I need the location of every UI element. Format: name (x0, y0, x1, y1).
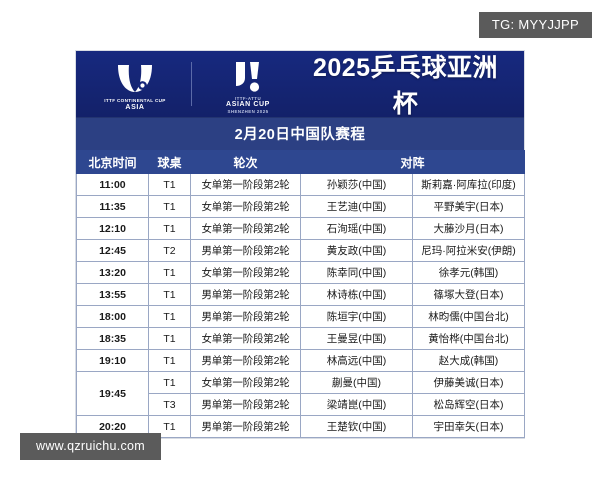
logo-divider (191, 62, 192, 106)
cell-table: T1 (148, 349, 191, 372)
cell-round: 女单第一阶段第2轮 (190, 217, 301, 240)
cell-round: 男单第一阶段第2轮 (190, 283, 301, 306)
column-header-table: 球桌 (148, 150, 191, 174)
cell-round: 男单第一阶段第2轮 (190, 393, 301, 416)
cell-time: 12:10 (76, 217, 149, 240)
cell-round: 女单第一阶段第2轮 (190, 261, 301, 284)
table-row: 12:10 T1 女单第一阶段第2轮 石洵瑶(中国) 大藤沙月(日本) (76, 217, 526, 240)
schedule-poster: ITTF CONTINENTAL CUP ASIA ITTF-ATTU ASIA… (76, 51, 526, 438)
cell-player-home: 陈垣宇(中国) (300, 305, 413, 328)
logo-left-line2: ASIA (125, 103, 145, 111)
cell-round: 女单第一阶段第2轮 (190, 327, 301, 350)
poster-subtitle: 2月20日中国队赛程 (76, 117, 524, 150)
cell-player-away: 黄怡桦(中国台北) (411, 327, 526, 350)
table-row: 11:35 T1 女单第一阶段第2轮 王艺迪(中国) 平野美宇(日本) (76, 195, 526, 218)
cell-player-home: 王艺迪(中国) (300, 195, 413, 218)
cell-table: T2 (148, 239, 191, 262)
cell-round: 女单第一阶段第2轮 (190, 371, 301, 394)
logo-right-line3: SHENZHEN 2025 (227, 109, 269, 115)
cell-table: T3 (148, 393, 191, 416)
table-header-row: 北京时间 球桌 轮次 对阵 (76, 150, 526, 174)
cell-player-home: 黄友政(中国) (300, 239, 413, 262)
cell-player-away: 平野美宇(日本) (411, 195, 526, 218)
table-row: 18:35 T1 女单第一阶段第2轮 王曼昱(中国) 黄怡桦(中国台北) (76, 327, 526, 350)
cell-player-home: 蒯曼(中国) (300, 371, 413, 394)
logo-ittf-attu-asian-cup: ITTF-ATTU ASIAN CUP SHENZHEN 2025 (195, 54, 301, 114)
cell-round: 女单第一阶段第2轮 (190, 195, 301, 218)
ittf-continental-cup-crescent-icon (114, 56, 156, 96)
column-header-time: 北京时间 (76, 150, 149, 174)
logo-right-line1: ITTF-ATTU (234, 95, 262, 101)
schedule-table: 北京时间 球桌 轮次 对阵 11:00 T1 女单第一阶段第2轮 孙颖莎(中国) 斯莉嘉… (76, 150, 526, 438)
cell-table: T1 (148, 283, 191, 306)
table-row: 18:00 T1 男单第一阶段第2轮 陈垣宇(中国) 林昀儒(中国台北) (76, 305, 526, 328)
cell-time: 19:45 (76, 371, 149, 416)
cell-time: 13:55 (76, 283, 149, 306)
cell-player-away: 篠塚大登(日本) (411, 283, 526, 306)
cell-table: T1 (148, 305, 191, 328)
cell-player-away: 大藤沙月(日本) (411, 217, 526, 240)
table-row: 11:00 T1 女单第一阶段第2轮 孙颖莎(中国) 斯莉嘉·阿库拉(印度) (76, 173, 526, 196)
cell-table: T1 (148, 261, 191, 284)
cell-table: T1 (148, 371, 191, 394)
table-row: 12:45 T2 男单第一阶段第2轮 黄友政(中国) 尼玛·阿拉米安(伊朗) (76, 239, 526, 262)
cell-round: 男单第一阶段第2轮 (190, 349, 301, 372)
logo-left-line1: ITTF CONTINENTAL CUP (104, 98, 166, 104)
cell-player-home: 陈幸同(中国) (300, 261, 413, 284)
logo-ittf-continental-cup: ITTF CONTINENTAL CUP ASIA (82, 56, 188, 111)
column-header-matchup: 对阵 (299, 150, 526, 174)
cell-table: T1 (148, 173, 191, 196)
cell-player-home: 孙颖莎(中国) (300, 173, 413, 196)
watermark-top-right: TG: MYYJJPP (478, 12, 592, 38)
cell-player-away: 赵大成(韩国) (411, 349, 526, 372)
cell-player-home: 王曼昱(中国) (300, 327, 413, 350)
cell-player-home: 梁靖崑(中国) (300, 393, 413, 416)
cell-round: 男单第一阶段第2轮 (190, 415, 301, 438)
ittf-attu-asian-cup-icon (233, 54, 263, 94)
table-row: 19:10 T1 男单第一阶段第2轮 林高远(中国) 赵大成(韩国) (76, 349, 526, 372)
cell-table: T1 (148, 415, 191, 438)
cell-player-away: 斯莉嘉·阿库拉(印度) (411, 173, 526, 196)
cell-time: 18:00 (76, 305, 149, 328)
cell-player-away: 松岛辉空(日本) (411, 393, 526, 416)
cell-time: 12:45 (76, 239, 149, 262)
cell-player-home: 林高远(中国) (300, 349, 413, 372)
watermark-bottom-left: www.qzruichu.com (20, 433, 161, 460)
cell-time: 11:35 (76, 195, 149, 218)
cell-player-away: 徐孝元(韩国) (411, 261, 526, 284)
column-header-round: 轮次 (190, 150, 301, 174)
cell-player-away: 宇田幸矢(日本) (411, 415, 526, 438)
cell-player-home: 王楚钦(中国) (300, 415, 413, 438)
cell-table: T1 (148, 327, 191, 350)
poster-title: 2025乒乓球亚洲杯 (312, 54, 499, 118)
logo-left-caption: ITTF CONTINENTAL CUP ASIA (104, 98, 165, 111)
cell-player-home: 林诗栋(中国) (300, 283, 413, 306)
cell-round: 男单第一阶段第2轮 (190, 305, 301, 328)
cell-player-away: 尼玛·阿拉米安(伊朗) (411, 239, 526, 262)
cell-table: T1 (148, 195, 191, 218)
poster-banner: ITTF CONTINENTAL CUP ASIA ITTF-ATTU ASIA… (76, 51, 524, 118)
cell-round: 男单第一阶段第2轮 (190, 239, 301, 262)
table-row: 19:45 T1 女单第一阶段第2轮 蒯曼(中国) 伊藤美诚(日本) (76, 371, 526, 416)
table-row: 13:20 T1 女单第一阶段第2轮 陈幸同(中国) 徐孝元(韩国) (76, 261, 526, 284)
schedule-table-body: 11:00 T1 女单第一阶段第2轮 孙颖莎(中国) 斯莉嘉·阿库拉(印度) 11:35 T… (76, 173, 526, 438)
cell-time: 18:35 (76, 327, 149, 350)
table-row: 13:55 T1 男单第一阶段第2轮 林诗栋(中国) 篠塚大登(日本) (76, 283, 526, 306)
cell-table: T1 (148, 217, 191, 240)
cell-player-home: 石洵瑶(中国) (300, 217, 413, 240)
cell-time: 19:10 (76, 349, 149, 372)
table-row: 20:20 T1 男单第一阶段第2轮 王楚钦(中国) 宇田幸矢(日本) (76, 415, 526, 438)
logo-right-line2: ASIAN CUP (226, 100, 270, 108)
logo-right-caption: ITTF-ATTU ASIAN CUP SHENZHEN 2025 (226, 96, 270, 114)
cell-player-away: 伊藤美诚(日本) (411, 371, 526, 394)
cell-round: 女单第一阶段第2轮 (190, 173, 301, 196)
cell-time: 11:00 (76, 173, 149, 196)
cell-player-away: 林昀儒(中国台北) (411, 305, 526, 328)
table-row: T3 男单第一阶段第2轮 梁靖崑(中国) 松岛辉空(日本) (77, 393, 526, 416)
cell-time: 13:20 (76, 261, 149, 284)
